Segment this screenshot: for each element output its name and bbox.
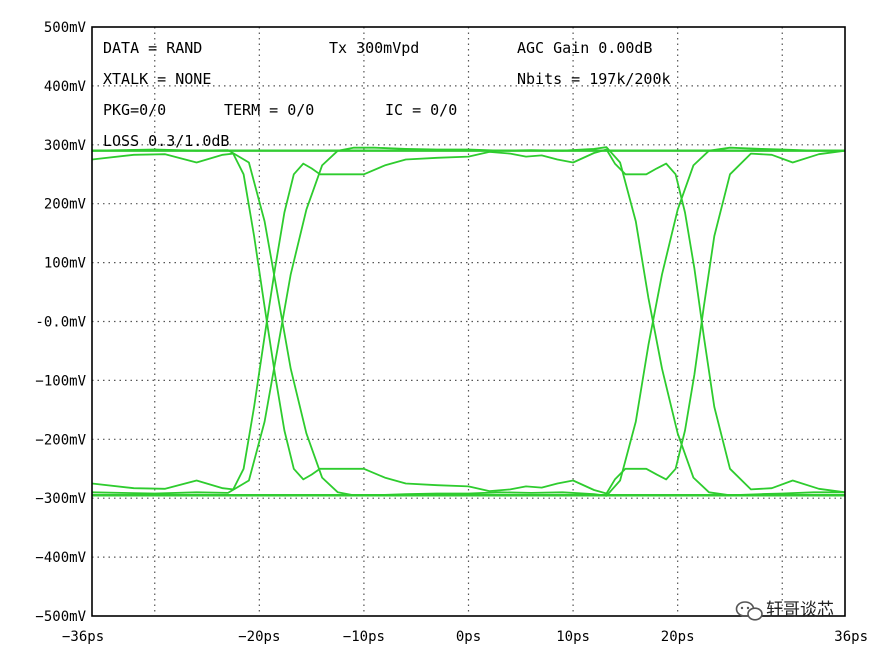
eye-traces [91,146,846,497]
eye-trace-4 [91,148,846,494]
x-tick-label: −36ps [62,629,104,645]
annotation-data: DATA = RAND [103,39,202,57]
grid-lines [92,27,845,616]
eye-trace-2 [91,146,845,497]
eye-trace-1 [91,146,845,497]
x-tick-label: 10ps [556,629,590,645]
y-tick-label: 300mV [44,138,87,154]
plot-frame [91,26,846,617]
y-tick-label: −200mV [35,432,86,448]
wechat-icon [735,601,763,621]
annotation-agc: AGC Gain 0.00dB [517,39,652,57]
y-tick-label: 400mV [44,79,87,95]
watermark: 轩哥谈芯 [735,600,834,621]
y-tick-label: −500mV [35,609,86,625]
x-tick-label: 0ps [456,629,481,645]
watermark-text: 轩哥谈芯 [766,600,834,620]
info-annotations: DATA = RAND Tx 300mVpd AGC Gain 0.00dB X… [103,39,671,150]
x-tick-label: 36ps [834,629,868,645]
y-tick-label: 200mV [44,197,87,213]
y-tick-label: -0.0mV [35,315,86,331]
x-tick-label: 20ps [661,629,695,645]
annotation-xtalk: XTALK = NONE [103,70,211,88]
x-tick-label: −20ps [238,629,280,645]
annotation-term: TERM = 0/0 [224,101,314,119]
annotation-loss: LOSS 0.3/1.0dB [103,132,229,150]
annotation-tx: Tx 300mVpd [329,39,419,57]
y-tick-label: 500mV [44,20,87,36]
y-tick-label: −100mV [35,373,86,389]
y-tick-label: −400mV [35,550,86,566]
y-axis-ticks: 500mV 400mV 300mV 200mV 100mV -0.0mV −100mV −20… [35,20,86,625]
x-tick-label: −10ps [343,629,385,645]
annotation-ic: IC = 0/0 [385,101,457,119]
annotation-nbits: Nbits = 197k/200k [517,70,671,88]
x-axis-ticks: −36ps −20ps −10ps 0ps 10ps 20ps 36ps [62,629,868,645]
y-tick-label: −300mV [35,491,86,507]
eye-trace-3 [91,149,846,495]
y-tick-label: 100mV [44,256,87,272]
annotation-pkg: PKG=0/0 [103,101,166,119]
